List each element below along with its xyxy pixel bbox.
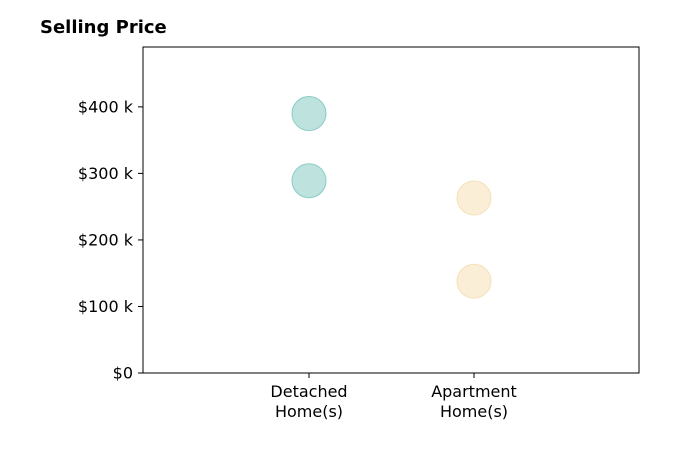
data-point	[291, 96, 327, 132]
plot-frame	[142, 46, 640, 374]
data-point	[456, 263, 492, 299]
chart-title: Selling Price	[40, 17, 167, 38]
data-point	[291, 163, 327, 199]
data-point	[456, 180, 492, 216]
y-tick-label: $100 k	[78, 297, 134, 316]
y-tick-label: $400 k	[78, 97, 134, 116]
y-tick-label: $200 k	[78, 230, 134, 249]
y-tick-label: $0	[113, 364, 133, 383]
y-tick-label: $300 k	[78, 164, 134, 183]
x-tick-label: Detached Home(s)	[270, 382, 347, 421]
x-tick-label: Apartment Home(s)	[431, 382, 517, 421]
